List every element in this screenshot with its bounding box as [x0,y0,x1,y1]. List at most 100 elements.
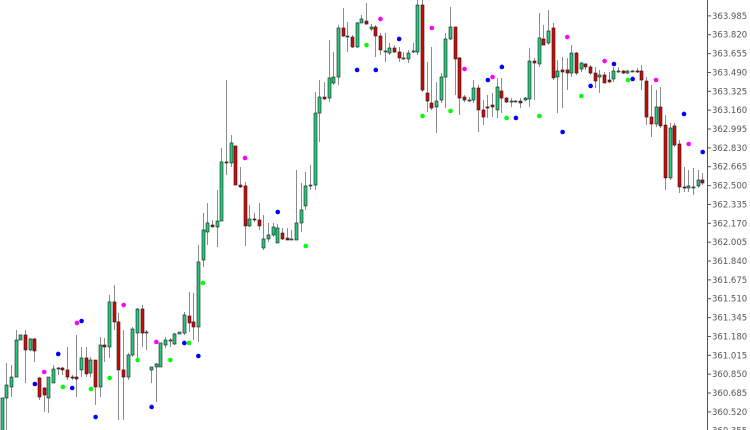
candle [682,166,687,192]
candle-body-bear [663,124,668,179]
candle-body-bear [504,97,509,103]
candle-body-bull [523,97,528,101]
candle-body-bear [243,185,248,227]
candle [219,148,224,222]
candle [546,10,551,46]
candle-body-bear [121,369,126,378]
candle-body-bull [18,334,23,341]
candle [397,46,402,62]
candle [579,61,584,72]
candle [639,65,644,91]
candle-body-bull [294,222,299,241]
candle [210,220,215,228]
candle [4,362,9,430]
candle-body-bull [126,354,131,378]
candle-body-bear [588,66,593,74]
candle [658,86,663,128]
candle [490,93,495,118]
candle [509,98,514,107]
y-tick-label: 362.500 [712,182,747,192]
y-tick-label: 361.015 [712,351,747,361]
candle-body-bull [144,331,149,334]
candle-body-bull [668,127,673,179]
candle-body-bull [448,26,453,40]
candle-body-bear [457,57,462,99]
candle-body-bear [224,161,229,164]
candle-body-bull [130,328,135,356]
candle-body-bull [317,96,322,114]
candle-body-bull [513,100,518,103]
indicator-dot-magenta [564,34,570,40]
candle [56,366,61,375]
candle [448,6,453,40]
candle-body-bull [308,184,313,187]
candle-body-bear [635,70,640,73]
candle-body-bear [397,51,402,59]
candle [476,85,481,132]
candle-body-bear [644,80,649,118]
candle [289,229,294,241]
indicator-dot-green [578,93,584,99]
candle-body-bear [84,357,89,375]
indicator-dot-green [303,243,309,249]
candle [616,66,621,74]
y-tick-label: 361.840 [712,257,747,267]
candle [60,366,65,375]
candle [383,33,388,62]
candle [70,374,75,380]
candle-body-bull [537,37,542,65]
candle [93,359,98,406]
candle [555,60,560,114]
candle-body-bear [551,27,556,79]
candle-body-bull [289,238,294,241]
candle-body-bull [168,339,173,342]
candle-body-bull [654,106,659,125]
y-tick-label: 362.830 [712,144,747,154]
candle [322,81,327,100]
candle [457,57,462,115]
candle [532,57,537,100]
candle-body-bear [238,184,243,188]
candle [191,293,196,340]
candle [359,14,364,24]
candle-body-bull [299,209,304,224]
candle-body-bull [495,86,500,111]
y-tick-label: 360.850 [712,370,747,380]
indicator-dot-magenta [653,77,659,83]
candle [317,80,322,142]
indicator-dot-magenta [490,74,495,80]
candle-body-bear [93,359,98,388]
indicator-dot-blue [630,76,635,82]
candle-body-bear [532,60,537,64]
candle-body-bull [14,339,19,378]
candle [630,69,635,73]
candle [364,2,369,26]
indicator-dot-blue [149,404,154,410]
candle-body-bull [135,308,140,334]
candle-body-bull [569,52,574,74]
candle-body-bear [74,376,79,380]
candle-body-bull [387,47,392,54]
candle [107,294,112,358]
candle [28,337,33,351]
candle [154,362,159,402]
indicator-dot-green [60,384,66,390]
indicator-dot-green [186,340,192,346]
candle-body-bull [434,100,439,108]
candle [583,62,588,70]
indicator-dot-blue [560,129,565,135]
candle-body-bear [565,69,570,74]
candle-body-bear [187,315,192,324]
candle-body-bull [546,30,551,44]
candle [453,26,458,95]
y-tick-label: 360.520 [712,408,747,418]
indicator-dot-blue [485,77,491,83]
candle [163,337,168,348]
candle-body-bull [172,333,177,345]
candle [443,33,448,108]
candle-body-bear [574,52,579,74]
candle [406,49,411,63]
candle [303,172,308,210]
candle-body-bull [0,397,5,430]
y-tick-label: 363.985 [712,12,747,22]
